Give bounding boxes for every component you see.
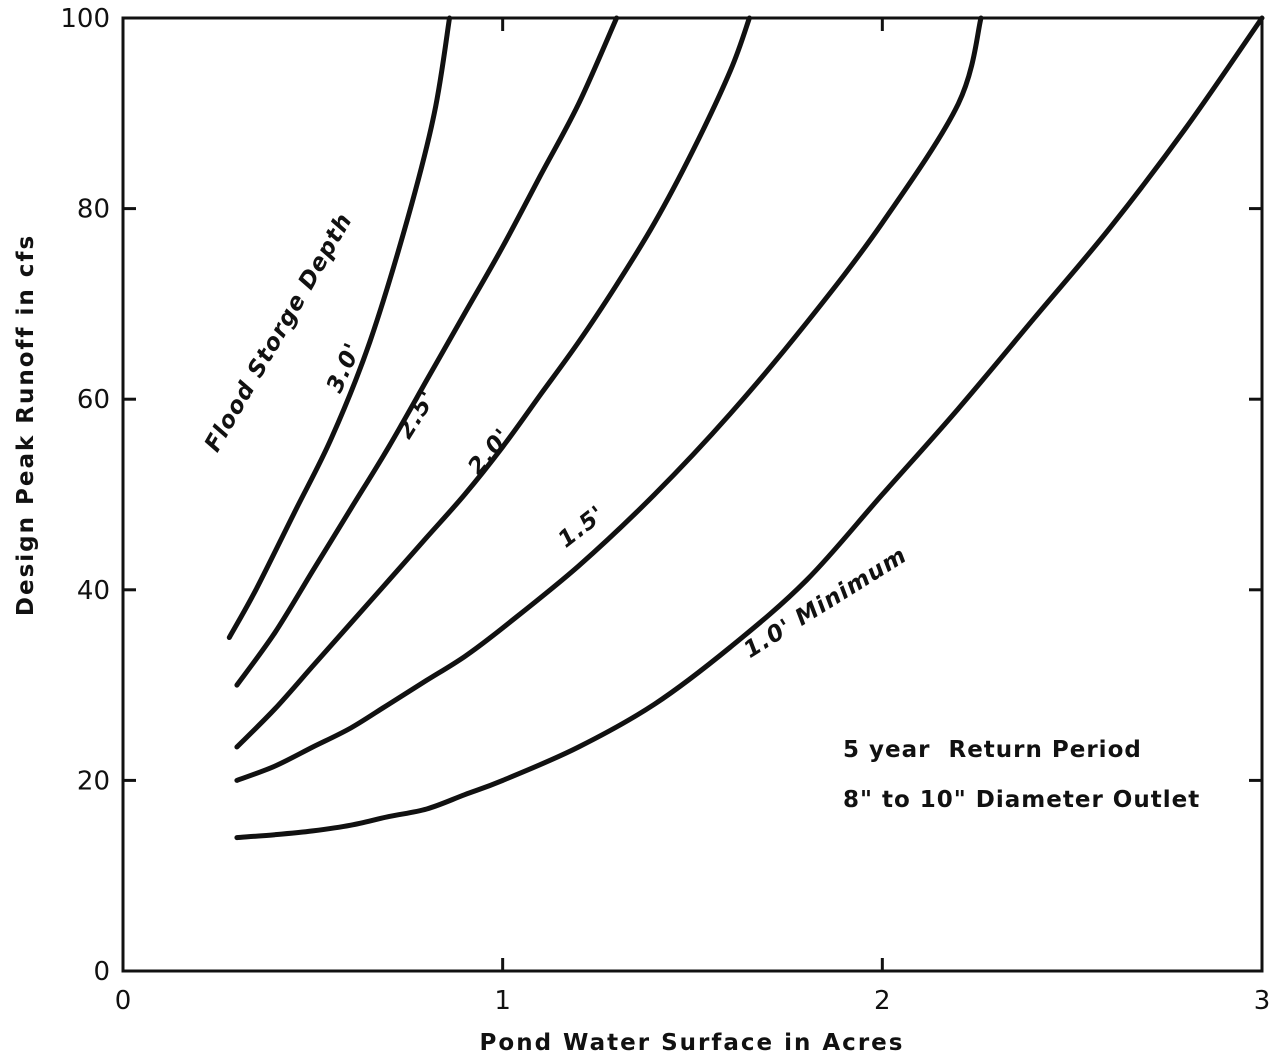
series-line (226, 15, 452, 640)
annotation-outlet: 8" to 10" Diameter Outlet (843, 787, 1200, 813)
y-tick-label: 100 (60, 4, 110, 34)
series-label: 2.5' (392, 386, 441, 444)
y-tick-label: 40 (77, 576, 110, 606)
y-axis-label: Design Peak Runoff in cfs (13, 234, 39, 616)
plot-frame (121, 16, 1264, 973)
y-tick-label: 20 (77, 766, 110, 796)
x-tick-label: 1 (494, 986, 511, 1016)
curve-labels: 3.0'2.5'2.0'1.5'1.0' Minimum (322, 339, 912, 664)
x-tick-label: 0 (115, 986, 132, 1016)
y-tick-label: 60 (77, 385, 110, 415)
series-line (234, 15, 984, 783)
series-line (234, 15, 1265, 841)
series-line (234, 15, 752, 750)
axis-ticks: 0 1 2 3 0 20 40 60 80 100 (60, 4, 1270, 1016)
x-tick-label: 2 (874, 986, 891, 1016)
series-label: 2.0' (463, 424, 516, 480)
series-group (226, 15, 1265, 841)
x-axis-label: Pond Water Surface in Acres (480, 1030, 905, 1056)
annotation-return-period: 5 year Return Period (843, 737, 1142, 763)
y-tick-label: 80 (77, 195, 110, 225)
group-label: Flood Storge Depth (200, 209, 358, 457)
y-tick-label: 0 (93, 957, 110, 987)
x-tick-label: 3 (1254, 986, 1271, 1016)
series-line (234, 15, 620, 688)
